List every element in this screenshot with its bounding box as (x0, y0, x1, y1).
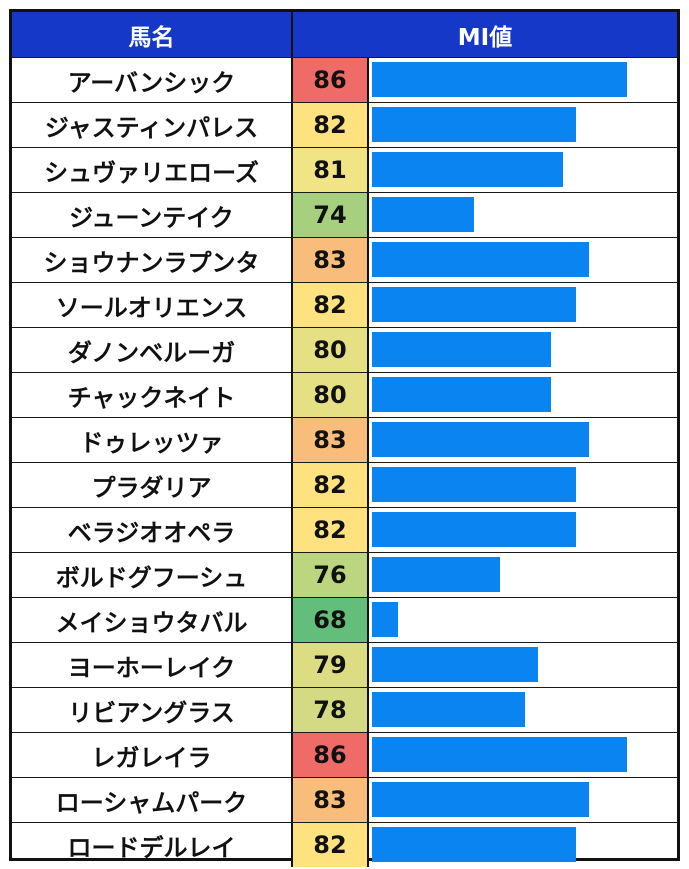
mi-table: 馬名 MI値 アーバンシック 86 ジャスティンパレス 82 シュヴァリエローズ 81 ジュ… (9, 9, 680, 867)
header-mi-value: MI値 (293, 12, 677, 57)
mi-value: 79 (293, 643, 369, 687)
bar-cell (369, 508, 677, 552)
table-row: シュヴァリエローズ 81 (12, 147, 677, 192)
mi-bar (372, 62, 627, 97)
bar-cell (369, 328, 677, 372)
table-row: ドゥレッツァ 83 (12, 417, 677, 462)
mi-bar (372, 602, 398, 637)
mi-value: 82 (293, 283, 369, 327)
bar-cell (369, 58, 677, 102)
mi-bar (372, 512, 576, 547)
mi-bar (372, 737, 627, 772)
horse-name: ローシャムパーク (12, 778, 293, 822)
table-row: ヨーホーレイク 79 (12, 642, 677, 687)
bar-cell (369, 418, 677, 462)
horse-name: ジャスティンパレス (12, 103, 293, 147)
mi-bar (372, 782, 589, 817)
horse-name: メイショウタバル (12, 598, 293, 642)
mi-bar (372, 692, 525, 727)
bar-cell (369, 553, 677, 597)
table-row: ソールオリエンス 82 (12, 282, 677, 327)
horse-name: プラダリア (12, 463, 293, 507)
bar-cell (369, 148, 677, 192)
mi-value: 86 (293, 58, 369, 102)
horse-name: シュヴァリエローズ (12, 148, 293, 192)
bar-cell (369, 193, 677, 237)
mi-bar (372, 422, 589, 457)
table-row: ジャスティンパレス 82 (12, 102, 677, 147)
bar-cell (369, 823, 677, 867)
bar-cell (369, 598, 677, 642)
horse-name: ソールオリエンス (12, 283, 293, 327)
mi-bar (372, 467, 576, 502)
horse-name: アーバンシック (12, 58, 293, 102)
mi-value: 80 (293, 328, 369, 372)
table-row: プラダリア 82 (12, 462, 677, 507)
horse-name: ロードデルレイ (12, 823, 293, 867)
bar-cell (369, 103, 677, 147)
table-row: ローシャムパーク 83 (12, 777, 677, 822)
horse-name: チャックネイト (12, 373, 293, 417)
mi-bar (372, 332, 551, 367)
header-horse-name: 馬名 (12, 12, 293, 57)
mi-value: 74 (293, 193, 369, 237)
mi-value: 76 (293, 553, 369, 597)
horse-name: ダノンベルーガ (12, 328, 293, 372)
table-row: ボルドグフーシュ 76 (12, 552, 677, 597)
mi-bar (372, 107, 576, 142)
bar-cell (369, 643, 677, 687)
horse-name: ボルドグフーシュ (12, 553, 293, 597)
table-row: アーバンシック 86 (12, 57, 677, 102)
bar-cell (369, 733, 677, 777)
horse-name: ヨーホーレイク (12, 643, 293, 687)
table-row: ベラジオオペラ 82 (12, 507, 677, 552)
mi-bar (372, 377, 551, 412)
bar-cell (369, 463, 677, 507)
mi-value: 78 (293, 688, 369, 732)
bar-cell (369, 373, 677, 417)
bar-cell (369, 688, 677, 732)
table-row: レガレイラ 86 (12, 732, 677, 777)
mi-bar (372, 242, 589, 277)
mi-bar (372, 152, 564, 187)
table-row: チャックネイト 80 (12, 372, 677, 417)
mi-bar (372, 647, 538, 682)
bar-cell (369, 238, 677, 282)
mi-value: 68 (293, 598, 369, 642)
mi-value: 83 (293, 418, 369, 462)
mi-value: 82 (293, 508, 369, 552)
table-row: ジューンテイク 74 (12, 192, 677, 237)
mi-bar (372, 827, 576, 862)
horse-name: リビアングラス (12, 688, 293, 732)
horse-name: ドゥレッツァ (12, 418, 293, 462)
horse-name: ショウナンラプンタ (12, 238, 293, 282)
table-row: メイショウタバル 68 (12, 597, 677, 642)
table-row: リビアングラス 78 (12, 687, 677, 732)
mi-value: 83 (293, 238, 369, 282)
mi-bar (372, 287, 576, 322)
bar-cell (369, 283, 677, 327)
mi-value: 86 (293, 733, 369, 777)
horse-name: ベラジオオペラ (12, 508, 293, 552)
horse-name: ジューンテイク (12, 193, 293, 237)
bar-cell (369, 778, 677, 822)
table-row: ダノンベルーガ 80 (12, 327, 677, 372)
mi-bar (372, 197, 474, 232)
mi-value: 82 (293, 103, 369, 147)
mi-value: 82 (293, 463, 369, 507)
horse-name: レガレイラ (12, 733, 293, 777)
mi-value: 80 (293, 373, 369, 417)
mi-value: 82 (293, 823, 369, 867)
mi-bar (372, 557, 500, 592)
mi-value: 83 (293, 778, 369, 822)
table-row: ロードデルレイ 82 (12, 822, 677, 867)
table-row: ショウナンラプンタ 83 (12, 237, 677, 282)
mi-value: 81 (293, 148, 369, 192)
